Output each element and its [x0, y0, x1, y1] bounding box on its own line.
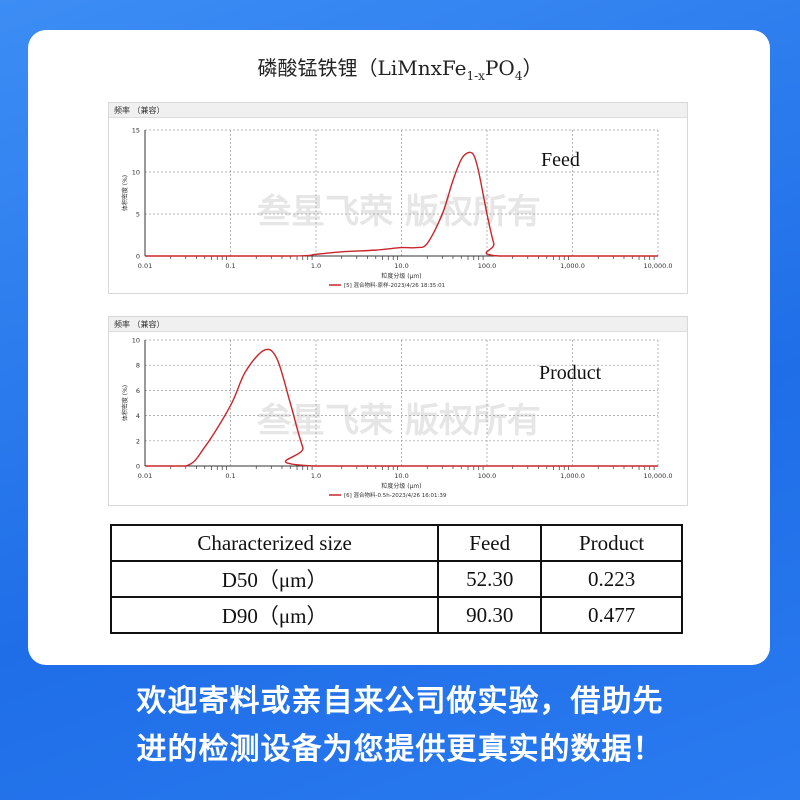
- x-tick-label: 1,000.0: [560, 262, 585, 270]
- legend-label: [6] 混合物料-0.5h-2023/4/26 16:01:39: [344, 491, 447, 499]
- y-tick-label: 6: [136, 387, 140, 395]
- promo-line-1: 欢迎寄料或亲自来公司做实验，借助先: [136, 684, 664, 719]
- watermark: 叁星飞荣 版权所有: [257, 192, 541, 232]
- cell: 90.30: [437, 596, 543, 634]
- x-tick-label: 100.0: [478, 472, 497, 480]
- cell: 0.223: [540, 560, 683, 598]
- x-tick-label: 1.0: [311, 262, 321, 270]
- x-tick-label: 1,000.0: [560, 472, 585, 480]
- x-tick-label: 100.0: [478, 262, 497, 270]
- y-tick-label: 4: [136, 412, 140, 420]
- table-row: D50（μm） 52.30 0.223: [109, 560, 683, 598]
- cell: D90（μm）: [109, 596, 440, 634]
- watermark: 叁星飞荣 版权所有: [257, 401, 541, 441]
- x-tick-label: 1.0: [311, 472, 321, 480]
- cell: 0.477: [540, 596, 683, 634]
- header-cell: Characterized size: [109, 524, 440, 562]
- y-tick-label: 8: [136, 362, 140, 370]
- x-axis-label: 粒度分级 (μm): [381, 272, 421, 280]
- chart-annotation: Feed: [541, 149, 580, 171]
- x-tick-label: 0.1: [225, 472, 235, 480]
- feed-chart-svg: 叁星飞荣 版权所有 0.01 0.1 1.0 10.0 100.0 1,000.0 10,00…: [121, 127, 673, 290]
- y-tick-label: 2: [136, 437, 140, 445]
- promo-line-2: 进的检测设备为您提供更真实的数据！: [136, 732, 664, 767]
- cell: 52.30: [437, 560, 543, 598]
- header-cell: Product: [540, 524, 683, 562]
- y-tick-label: 10: [132, 169, 140, 177]
- y-tick-label: 15: [132, 127, 140, 135]
- x-tick-label: 10.0: [394, 262, 408, 270]
- series-line: [145, 151, 658, 257]
- chart-header: 频率 （兼容）: [109, 103, 687, 118]
- size-table: Characterized size Feed Product D50（μm） 52.…: [109, 524, 683, 634]
- x-tick-label: 10.0: [394, 472, 408, 480]
- y-tick-label: 0: [136, 463, 140, 471]
- cell: D50（μm）: [109, 560, 440, 598]
- chart-header: 频率 （兼容）: [109, 317, 687, 332]
- promo-text: 欢迎寄料或亲自来公司做实验，借助先 进的检测设备为您提供更真实的数据！: [0, 678, 800, 774]
- x-tick-label: 10,000.0: [644, 262, 673, 270]
- y-axis-label: 体积密度 (%): [121, 175, 129, 211]
- x-tick-label: 10,000.0: [644, 472, 673, 480]
- product-chart-svg: 叁星飞荣 版权所有 0.01 0.1 1.0 10.0 100.0 1,000.0 10,00…: [121, 337, 673, 500]
- x-tick-label: 0.01: [138, 472, 152, 480]
- feed-chart: 频率 （兼容） 叁星飞荣 版权所有 0.01 0.1 1.0 10.0 100.0 1,00…: [108, 102, 688, 294]
- chart-annotation: Product: [539, 362, 602, 384]
- y-axis-label: 体积密度 (%): [121, 385, 129, 421]
- y-tick-label: 0: [136, 253, 140, 261]
- table-header-row: Characterized size Feed Product: [109, 524, 683, 562]
- x-axis-label: 粒度分级 (μm): [381, 482, 421, 490]
- table-row: D90（μm） 90.30 0.477: [109, 596, 683, 634]
- y-tick-label: 10: [132, 337, 140, 345]
- page-title: 磷酸锰铁锂（LiMnxFe1-xPO4）: [257, 56, 543, 83]
- x-tick-label: 0.1: [225, 262, 235, 270]
- series-line: [145, 348, 658, 467]
- product-chart: 频率 （兼容） 叁星飞荣 版权所有 0.01 0.1 1.0 10.0 100.0 1,00…: [108, 316, 688, 506]
- legend-label: [5] 混合物料-原样-2023/4/26 18:35:01: [344, 281, 445, 289]
- header-cell: Feed: [437, 524, 543, 562]
- x-tick-label: 0.01: [138, 262, 152, 270]
- y-tick-label: 5: [136, 211, 140, 219]
